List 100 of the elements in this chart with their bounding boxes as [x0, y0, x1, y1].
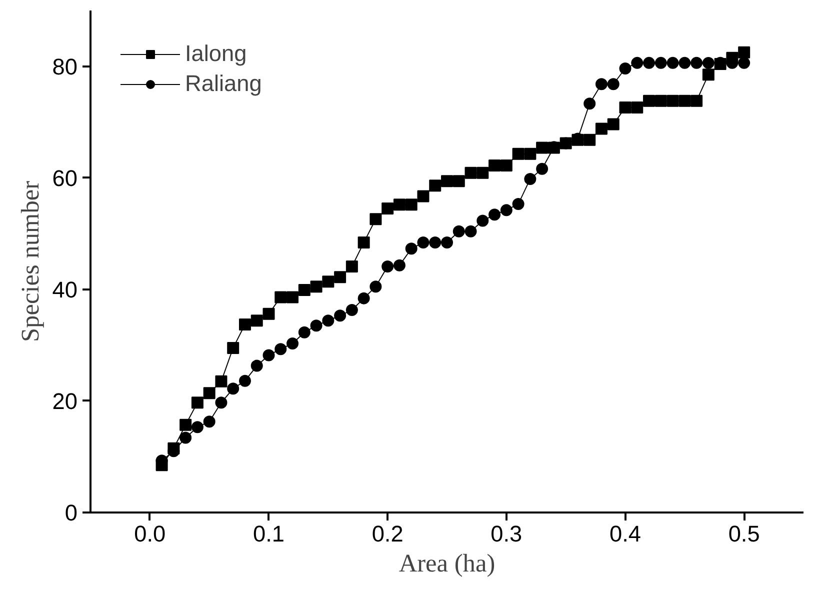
point	[298, 284, 310, 296]
y-tick-label: 40	[52, 276, 78, 302]
point	[334, 271, 346, 284]
point	[500, 204, 512, 216]
point	[370, 280, 382, 293]
point	[310, 280, 322, 293]
point	[631, 102, 644, 114]
point	[524, 172, 536, 185]
point	[227, 342, 240, 354]
point	[464, 166, 477, 179]
point	[690, 94, 703, 107]
point	[286, 291, 299, 304]
point	[346, 260, 358, 273]
point	[738, 46, 750, 58]
x-tick-label: 0.4	[610, 520, 641, 546]
point	[370, 213, 382, 226]
point	[702, 56, 714, 69]
legend-label: Raliang	[185, 70, 262, 97]
point	[429, 236, 442, 249]
point	[678, 56, 691, 69]
point	[524, 148, 536, 160]
point	[488, 160, 501, 172]
point	[417, 190, 430, 202]
point	[500, 160, 512, 172]
point	[595, 122, 608, 135]
point	[666, 56, 679, 69]
point	[238, 318, 251, 331]
x-tick-label: 0.3	[490, 520, 522, 546]
point	[382, 202, 394, 215]
point	[584, 98, 596, 110]
point	[191, 421, 204, 434]
x-tick-label: 0.0	[134, 520, 166, 546]
point	[607, 118, 620, 130]
point	[322, 314, 334, 327]
point	[405, 198, 418, 211]
y-tick-label: 20	[52, 388, 78, 414]
y-tick-label: 80	[52, 53, 78, 80]
point	[512, 148, 524, 160]
point	[584, 134, 596, 146]
point	[595, 78, 608, 90]
point	[429, 180, 442, 192]
point	[417, 236, 430, 249]
point	[250, 314, 263, 327]
point	[227, 382, 240, 395]
point	[358, 236, 370, 249]
point	[476, 166, 489, 179]
point	[393, 198, 406, 211]
point	[180, 418, 192, 431]
y-tick-label: 0	[64, 500, 78, 526]
point	[298, 326, 310, 338]
point	[738, 56, 750, 69]
point	[464, 225, 477, 238]
point	[215, 375, 228, 388]
point	[654, 94, 667, 107]
y-axis-title: Species number	[16, 180, 44, 342]
point	[536, 142, 548, 154]
point	[643, 56, 656, 69]
point	[274, 291, 287, 304]
point	[203, 416, 216, 428]
point	[405, 242, 418, 255]
point	[702, 68, 714, 81]
x-tick-label: 0.5	[728, 520, 760, 546]
point	[654, 56, 667, 69]
point	[488, 208, 501, 221]
point	[274, 343, 287, 356]
point	[476, 214, 489, 227]
point	[191, 396, 204, 409]
point	[310, 320, 322, 332]
point	[452, 225, 465, 238]
y-tick-label: 60	[52, 164, 78, 191]
point	[334, 310, 346, 322]
point	[203, 387, 216, 400]
point	[690, 56, 703, 69]
point	[393, 259, 406, 272]
point	[619, 102, 632, 114]
point	[262, 308, 275, 320]
point	[262, 349, 275, 362]
point	[512, 198, 524, 210]
legend-label: Ialong	[185, 40, 247, 67]
point	[238, 374, 251, 387]
point	[215, 396, 228, 409]
point	[678, 94, 691, 107]
point	[358, 292, 370, 304]
point	[180, 432, 192, 444]
point	[441, 236, 453, 249]
point	[286, 338, 299, 350]
point	[619, 62, 632, 74]
point	[666, 94, 679, 107]
x-tick-label: 0.2	[372, 520, 404, 546]
point	[631, 56, 644, 69]
point	[643, 94, 656, 107]
point	[346, 304, 358, 316]
x-axis-title: Area (ha)	[398, 550, 496, 578]
point	[441, 175, 453, 188]
point	[250, 360, 263, 372]
point	[382, 260, 394, 273]
x-tick-label: 0.1	[253, 520, 284, 546]
point	[536, 162, 548, 175]
point	[452, 175, 465, 188]
point	[322, 276, 334, 288]
